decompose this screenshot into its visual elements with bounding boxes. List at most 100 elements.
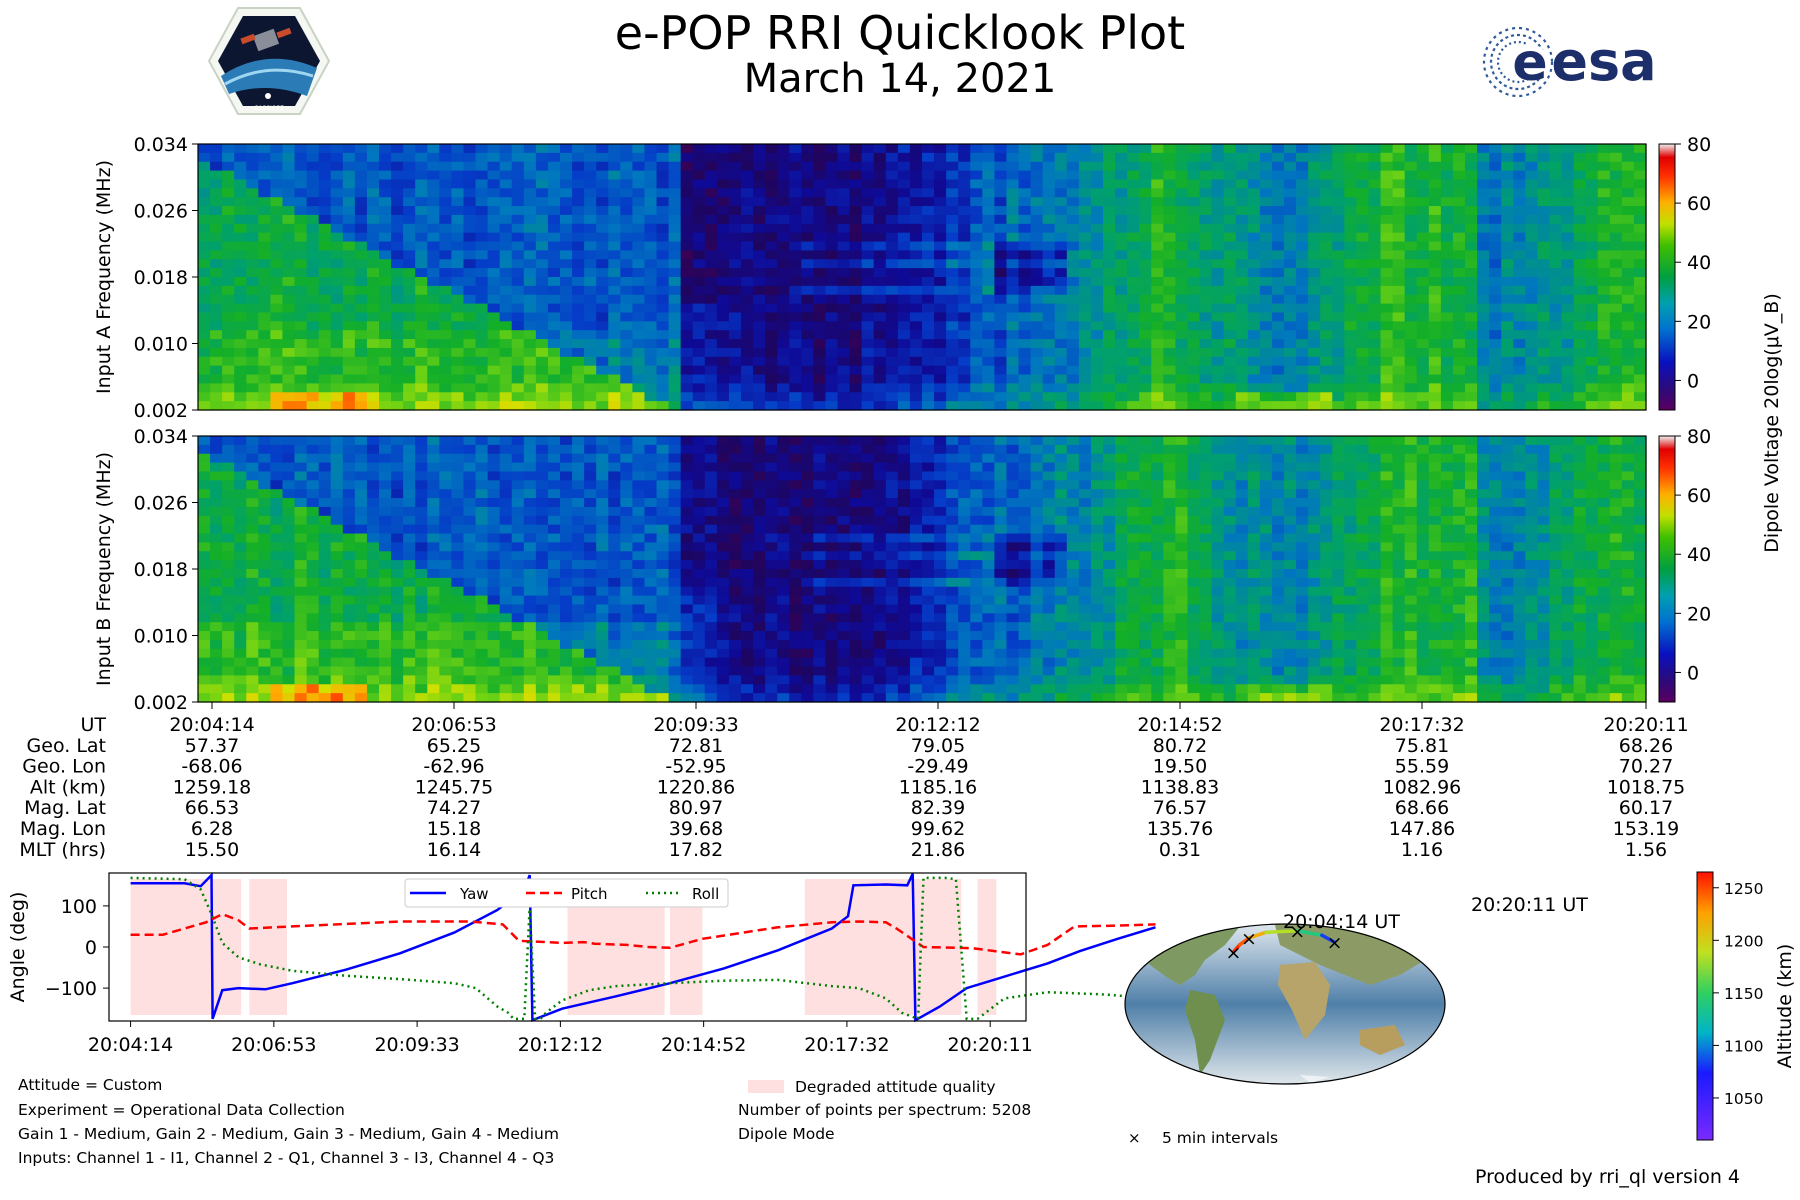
spectrogram-b-cell — [741, 515, 754, 526]
spectrogram-a-cell — [620, 312, 633, 322]
spectrogram-a-cell — [1477, 197, 1490, 207]
spectrogram-a-cell — [1609, 197, 1623, 207]
spectrogram-b-cell — [680, 675, 694, 685]
spectrogram-a-cell — [608, 312, 621, 322]
spectrogram-b-cell — [427, 613, 440, 623]
spectrogram-a-cell — [1537, 206, 1551, 216]
spectrogram-b-cell — [704, 693, 718, 703]
spectrogram-a-cell — [463, 392, 477, 402]
spectrogram-a-cell — [1139, 161, 1152, 172]
spectrogram-a-cell — [1187, 347, 1201, 358]
spectrogram-a-cell — [1489, 285, 1502, 296]
spectrogram-b-cell — [511, 560, 525, 570]
spectrogram-a-cell — [765, 401, 778, 411]
spectrogram-a-cell — [487, 188, 501, 198]
spectrogram-a-cell — [1537, 250, 1551, 260]
spectrogram-a-cell — [523, 312, 537, 322]
spectrogram-b-cell — [391, 560, 404, 570]
spectrogram-a-cell — [1320, 312, 1333, 322]
spectrogram-a-cell — [1368, 401, 1382, 411]
spectrogram-a-cell — [366, 401, 380, 411]
spectrogram-a-cell — [837, 330, 851, 340]
spectrogram-a-cell — [1525, 347, 1538, 358]
spectrogram-a-cell — [1513, 259, 1526, 269]
spectrogram-a-cell — [330, 285, 344, 296]
spectrogram-a-cell — [427, 374, 440, 384]
spectrogram-b-cell — [427, 648, 440, 659]
spectrogram-a-cell — [1211, 347, 1225, 358]
spectrogram-b-cell — [294, 542, 308, 552]
spectrogram-b-cell — [692, 524, 706, 535]
spectrogram-a-cell — [391, 285, 404, 296]
spectrogram-a-cell — [1633, 294, 1647, 305]
spectrogram-b-cell — [246, 666, 259, 676]
spectrogram-b-cell — [560, 595, 573, 606]
spectrogram-a-cell — [970, 197, 983, 207]
spectrogram-a-cell — [1018, 365, 1032, 376]
spectrogram-a-cell — [1127, 401, 1140, 411]
spectrogram-a-cell — [1465, 401, 1478, 411]
spectrogram-a-cell — [1404, 401, 1418, 411]
spectrogram-b-cell — [258, 595, 271, 606]
spectrogram-a-cell — [897, 241, 911, 251]
spectrogram-b-cell — [487, 515, 501, 526]
spectrogram-b-cell — [330, 586, 344, 597]
spectrogram-a-cell — [1501, 374, 1514, 384]
spectrogram-a-cell — [644, 321, 658, 331]
spectrogram-a-cell — [463, 339, 477, 349]
spectrogram-a-cell — [1235, 330, 1249, 340]
spectrogram-a-cell — [1621, 179, 1635, 189]
spectrogram-a-cell — [427, 161, 440, 172]
spectrogram-a-cell — [849, 339, 863, 349]
spectrogram-a-cell — [475, 152, 489, 163]
spectrogram-b-cell — [632, 560, 646, 570]
spectrogram-a-cell — [198, 321, 211, 331]
spectrogram-a-cell — [922, 161, 935, 172]
spectrogram-a-cell — [1621, 339, 1635, 349]
spectrogram-b-cell — [608, 666, 621, 676]
spectrogram-a-cell — [535, 250, 549, 260]
spectrogram-b-cell — [716, 560, 730, 570]
spectrogram-a-cell — [861, 374, 875, 384]
spectrogram-b-cell — [547, 560, 561, 570]
spectrogram-a-cell — [547, 347, 561, 358]
spectrogram-a-cell — [1501, 214, 1514, 225]
spectrogram-a-cell — [970, 152, 983, 163]
spectrogram-a-cell — [801, 294, 814, 305]
spectrogram-b-cell — [234, 515, 247, 526]
spectrogram-a-cell — [1308, 312, 1321, 322]
spectrogram-a-cell — [777, 170, 790, 181]
spectrogram-a-cell — [1199, 197, 1213, 207]
spectrogram-a-cell — [1525, 383, 1538, 393]
spectrogram-a-cell — [354, 303, 368, 314]
spectrogram-b-cell — [270, 444, 284, 455]
spectrogram-a-cell — [1235, 152, 1249, 163]
spectrogram-a-cell — [1139, 268, 1152, 278]
spectrogram-a-cell — [1356, 356, 1370, 367]
spectrogram-a-cell — [1332, 374, 1345, 384]
spectrogram-a-cell — [837, 144, 851, 154]
spectrogram-a-cell — [741, 197, 754, 207]
spectrogram-a-cell — [716, 241, 730, 251]
spectrogram-b-cell — [632, 622, 646, 632]
spectrogram-a-cell — [1380, 259, 1394, 269]
spectrogram-a-cell — [1139, 206, 1152, 216]
spectrogram-a-cell — [1609, 303, 1623, 314]
spectrogram-a-cell — [1187, 374, 1201, 384]
spectrogram-a-cell — [1416, 312, 1430, 322]
spectrogram-a-cell — [1090, 347, 1104, 358]
spectrogram-a-cell — [741, 347, 754, 358]
spectrogram-b-cell — [584, 648, 597, 659]
spectrogram-b-cell — [306, 586, 320, 597]
spectrogram-a-cell — [1247, 188, 1261, 198]
spectrogram-a-cell — [632, 365, 646, 376]
spectrogram-b-cell — [306, 657, 320, 668]
spectrogram-a-cell — [1597, 339, 1611, 349]
spectrogram-a-cell — [922, 383, 935, 393]
spectrogram-b-cell — [692, 489, 706, 499]
spectrogram-b-cell — [656, 684, 670, 694]
spectrogram-a-cell — [1042, 259, 1056, 269]
spectrogram-a-cell — [1103, 277, 1116, 287]
spectrogram-a-cell — [1452, 268, 1466, 278]
spectrogram-b-cell — [318, 577, 332, 588]
